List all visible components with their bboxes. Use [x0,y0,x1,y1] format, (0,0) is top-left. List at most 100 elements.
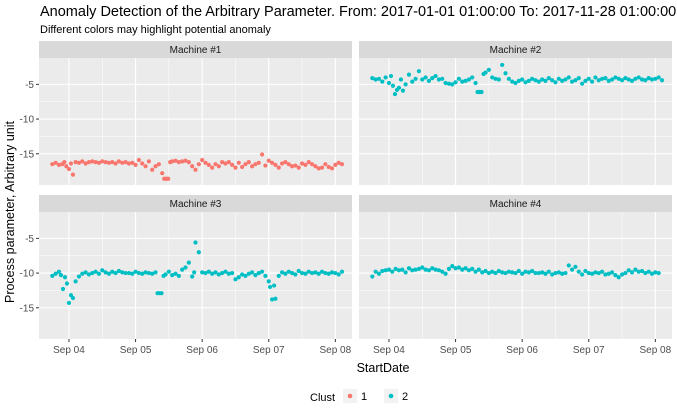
y-axis-title: Process parameter, Arbitrary unit [3,120,17,303]
data-point [643,270,648,276]
data-point [410,79,415,84]
data-point [436,268,442,273]
data-point [193,240,198,245]
data-point [266,158,271,163]
data-point [579,81,585,86]
data-point [589,271,595,276]
data-point [136,157,141,163]
data-point [653,270,658,275]
data-point [116,159,122,164]
data-point [550,272,555,277]
data-point [296,165,301,170]
data-point [186,260,191,265]
data-point [62,159,67,165]
data-point [576,76,581,81]
data-point [76,160,82,165]
data-point [153,164,158,169]
data-point [480,270,485,275]
data-point [613,273,618,278]
data-point [250,164,255,169]
data-point [463,78,468,84]
data-point [58,273,64,278]
data-point [466,77,471,82]
data-point [276,165,281,170]
data-point [319,165,325,170]
data-point [593,270,598,275]
data-point [336,160,341,165]
data-point [543,78,548,84]
data-point [339,162,345,167]
data-point [456,265,461,270]
data-point [398,77,404,82]
data-point [123,159,128,165]
data-point [66,166,72,172]
x-tick-label: Sep 04 [373,345,405,356]
data-point [493,270,498,276]
data-point [240,164,245,170]
data-point [236,160,241,165]
data-point [553,80,558,85]
data-point [413,267,418,272]
data-point [70,295,76,301]
data-point [443,271,448,276]
data-point [146,159,151,164]
data-point [76,274,82,279]
legend-title: Clust [310,392,335,404]
data-point [486,270,491,276]
data-point [626,77,631,82]
data-point [186,159,191,165]
data-point [90,270,95,276]
data-point [586,270,591,276]
data-point [460,267,465,272]
data-point [513,80,518,86]
data-point [426,268,432,273]
data-point [526,270,531,275]
data-point [176,273,181,278]
data-point [80,271,85,276]
legend-key-2 [388,393,394,399]
y-tick-label: -15 [20,149,35,160]
data-point [373,77,378,82]
data-point [643,78,648,83]
data-point [226,159,231,165]
data-point [453,80,458,85]
data-point [246,271,251,276]
data-point [370,76,375,81]
data-point [120,160,125,165]
data-point [570,79,575,84]
data-point [453,266,458,271]
data-point [550,78,555,83]
data-point [573,264,578,269]
data-point [56,162,62,167]
data-point [316,166,321,171]
data-point [633,267,638,272]
data-point [599,76,605,81]
data-point [483,268,488,274]
facet-panel: Machine #2 [359,41,672,185]
data-point [263,273,268,278]
data-point [303,162,308,167]
data-point [62,275,68,280]
facet-panel: Machine #3 -5 -10 -15 Sep 04 Sep 05 Sep 06 Sep … [20,195,352,356]
data-point [240,272,245,277]
data-point [93,269,98,274]
data-point [273,162,278,167]
data-point [456,76,461,81]
data-point [133,162,138,167]
data-point [180,267,185,272]
data-point [373,269,378,274]
data-point [256,160,261,165]
data-point [388,73,394,79]
data-point [196,250,201,255]
data-point [269,297,275,302]
data-point [163,272,168,277]
data-point [216,164,221,169]
data-point [293,272,298,277]
data-point [123,270,128,276]
data-point [329,166,335,171]
data-point [376,271,382,276]
data-point [656,75,661,80]
y-tick-label: -15 [20,303,35,314]
data-point [143,164,148,169]
panel-background [359,212,672,339]
